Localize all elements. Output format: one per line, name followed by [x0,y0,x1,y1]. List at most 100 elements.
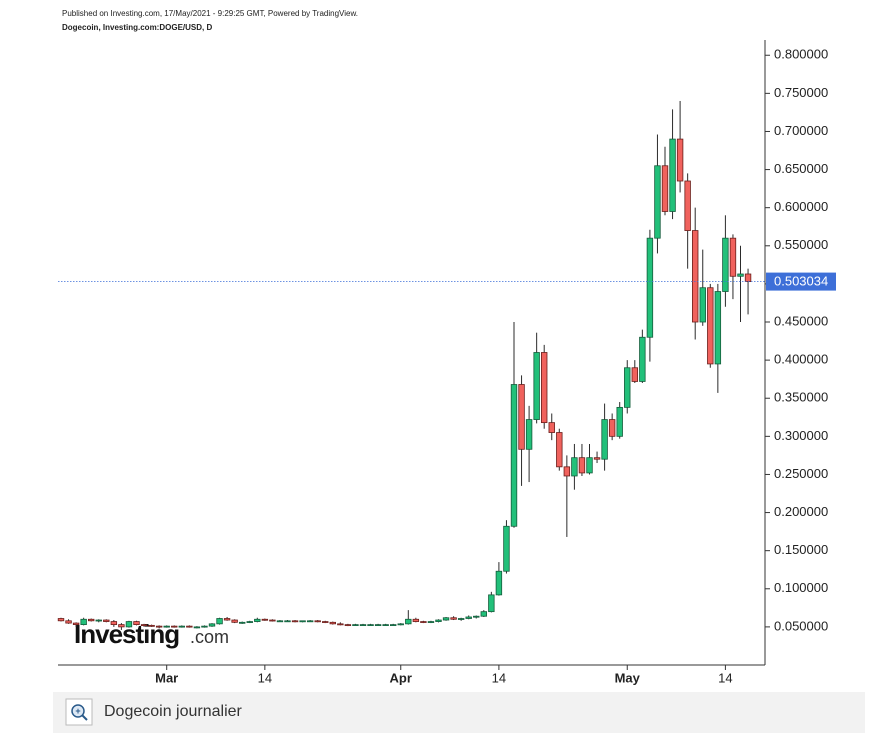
candle-body [125,621,133,628]
candle-body [269,619,276,622]
footer-caption: Dogecoin journalier [104,703,243,720]
y-tick-label: 0.700000 [774,123,828,138]
candle-body [231,619,238,623]
candle-body [435,619,442,622]
candle-body [140,624,148,627]
x-tick-label: Mar [155,670,178,685]
last-price-label: 0.503034 [774,274,828,289]
y-tick-label: 0.300000 [774,428,828,443]
candle-body [88,618,95,622]
candle-body [684,180,691,231]
candle-body [163,625,170,628]
candle-body [133,621,140,626]
last-price-box [766,272,836,291]
y-tick-label: 0.350000 [774,390,828,405]
candle-body [110,621,118,626]
candle-body [306,620,314,623]
candle-body [525,419,533,450]
candle-body [714,291,722,365]
candle-body [465,616,472,619]
candle-body [374,624,382,627]
y-tick-label: 0.450000 [774,313,828,328]
candle-body [518,384,525,450]
y-tick-label: 0.550000 [774,237,828,252]
candle-body [676,138,684,182]
candle-body [329,621,336,625]
candle-body [412,618,420,622]
candle-body [299,620,306,623]
watermark-suffix: .com [190,627,229,647]
x-tick-label: May [615,670,641,685]
candle-body [578,457,586,474]
candle-body [616,406,623,437]
y-tick-label: 0.750000 [774,85,828,100]
candle-body [223,618,231,621]
candle-body [254,618,261,622]
y-tick-label: 0.400000 [774,352,828,367]
candle-body [541,352,548,424]
y-tick-label: 0.050000 [774,618,828,633]
candle-body [216,618,223,625]
candle-body [208,623,216,627]
candle-body [571,457,578,477]
y-tick-label: 0.250000 [774,466,828,481]
x-tick-label: 14 [492,670,506,685]
y-tick-label: 0.600000 [774,199,828,214]
candle-body [382,624,389,627]
candle-body [171,625,178,628]
x-tick-label: Apr [390,670,412,685]
watermark: Investing .com [74,619,229,649]
candle-body [261,618,269,621]
symbol-label: Dogecoin, Investing.com:DOGE/USD, D [62,23,212,32]
candle-body [337,623,344,626]
candle-body [80,618,87,626]
candle-body [473,615,480,618]
zoom-button[interactable]: + [65,698,93,726]
candle-body [488,594,495,613]
candle-body [155,625,163,628]
y-tick-label: 0.650000 [774,161,828,176]
candle-body [563,466,571,477]
candle-body [646,237,654,338]
x-tick-label: 14 [718,670,732,685]
candle-body [367,624,374,627]
candle-body [442,617,450,621]
candle-body [729,237,737,277]
candle-body [450,617,457,620]
candle-body [103,619,110,622]
candle-body [631,367,638,382]
candle-body [397,623,404,626]
candle-body [503,525,510,572]
candle-body [699,287,706,323]
y-tick-label: 0.100000 [774,580,828,595]
candle-body [480,611,487,617]
candle-body [57,618,65,622]
candle-body [457,618,465,620]
candle-body [193,626,201,629]
candle-body [314,620,321,623]
candle-body [737,273,744,277]
candle-body [548,422,555,433]
x-tick-label: 14 [258,670,272,685]
candle-body [186,625,193,628]
candle-body [707,287,714,365]
candle-body [359,624,367,627]
candle-body [276,620,284,623]
candle-body [608,419,616,437]
candle-body [405,618,412,625]
published-note: Published on Investing.com, 17/May/2021 … [62,9,358,18]
zoom-icon-plus: + [75,706,80,716]
candle-body [495,570,503,596]
candle-body [118,624,125,628]
candle-body [322,621,329,623]
y-tick-label: 0.150000 [774,542,828,557]
candle-body [692,230,699,323]
candle-body [654,165,661,239]
candle-body [601,419,608,460]
candle-body [586,457,593,474]
candle-body [624,367,631,408]
candle-body [291,620,299,623]
candle-body [744,273,752,282]
